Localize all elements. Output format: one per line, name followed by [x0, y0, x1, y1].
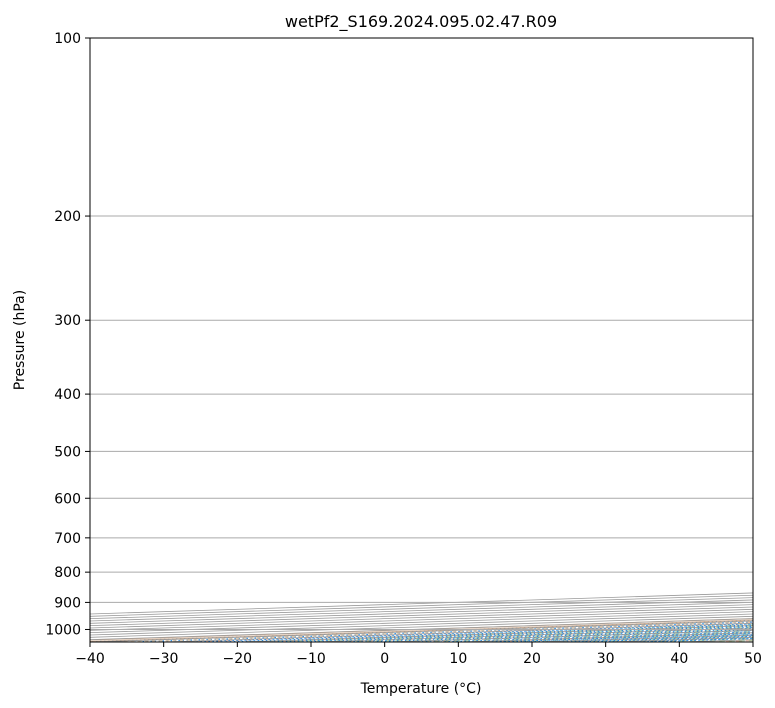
x-axis-label: Temperature (°C) [360, 681, 482, 697]
x-tick-label: 10 [449, 651, 467, 667]
y-tick-label: 800 [54, 565, 81, 581]
y-tick-label: 900 [54, 595, 81, 611]
x-tick-label: 50 [744, 651, 762, 667]
y-tick-label: 1000 [45, 622, 81, 638]
y-axis: 100 200 300 400 500 600 700 800 900 1000 [45, 31, 90, 638]
x-tick-label: 0 [380, 651, 389, 667]
y-axis-label: Pressure (hPa) [12, 290, 28, 390]
x-tick-label: −40 [75, 651, 105, 667]
y-tick-label: 200 [54, 209, 81, 225]
grid [90, 38, 753, 642]
chart-title: wetPf2_S169.2024.095.02.47.R09 [285, 12, 557, 32]
y-tick-label: 300 [54, 313, 81, 329]
y-tick-label: 600 [54, 491, 81, 507]
x-tick-label: 20 [523, 651, 541, 667]
y-tick-label: 700 [54, 531, 81, 547]
y-tick-label: 400 [54, 387, 81, 403]
x-tick-label: −20 [223, 651, 253, 667]
x-tick-label: −30 [149, 651, 179, 667]
x-axis: −40 −30 −20 −10 0 10 20 30 40 50 [75, 642, 762, 667]
y-tick-label: 100 [54, 31, 81, 47]
y-tick-label: 500 [54, 444, 81, 460]
x-tick-label: 30 [597, 651, 615, 667]
x-tick-label: −10 [296, 651, 326, 667]
x-tick-label: 40 [670, 651, 688, 667]
plot-frame [89, 37, 754, 643]
